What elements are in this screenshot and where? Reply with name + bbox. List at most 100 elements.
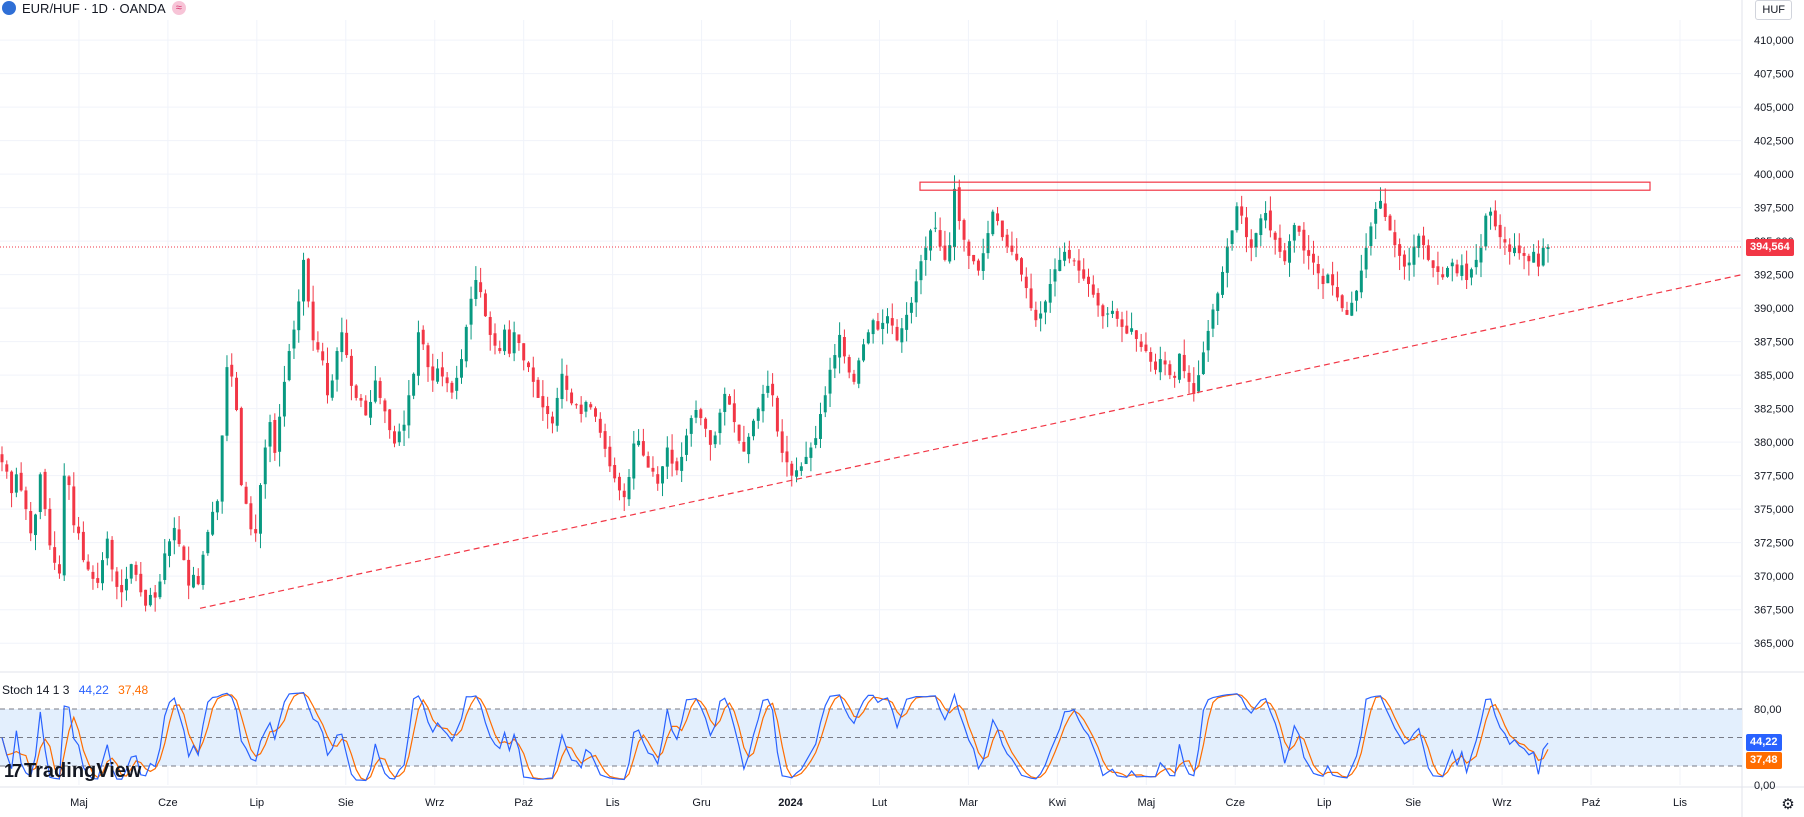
candle-body	[239, 407, 243, 486]
candle-body	[627, 477, 631, 500]
time-tick-label: Paź	[1582, 797, 1601, 809]
candle-body	[1546, 246, 1550, 250]
candle-body	[373, 380, 377, 402]
candle-body	[1154, 361, 1158, 370]
tradingview-logo[interactable]: 17 TradingView	[4, 760, 141, 783]
candle-body	[105, 538, 109, 559]
resistance-zone	[919, 181, 1651, 191]
candle-body	[732, 403, 736, 423]
candle-body	[1235, 206, 1239, 231]
candle-body	[565, 375, 569, 390]
time-tick-label: Cze	[1225, 797, 1245, 809]
candle-body	[761, 393, 765, 412]
candle-body	[809, 447, 813, 458]
overlays-layer	[0, 181, 1743, 609]
candle-body	[967, 241, 971, 256]
price-tick-label: 382,500	[1754, 404, 1794, 416]
tv-logo-icon: 17	[4, 761, 22, 781]
candle-body	[852, 373, 856, 382]
candle-body	[699, 409, 703, 419]
candle-body	[292, 329, 296, 349]
tv-logo-text: TradingView	[24, 760, 142, 782]
currency-button[interactable]: HUF	[1755, 0, 1792, 20]
candle-body	[144, 589, 148, 606]
candle-body	[498, 348, 502, 352]
candle-body	[694, 410, 698, 418]
candle-body	[311, 301, 315, 341]
candle-body	[1288, 241, 1292, 263]
candle-body	[1460, 265, 1464, 276]
candle-body	[1484, 215, 1488, 247]
candle-body	[981, 253, 985, 271]
candle-body	[1254, 233, 1258, 248]
price-tick-label: 365,000	[1754, 638, 1794, 650]
candle-body	[1302, 229, 1306, 251]
candle-body	[1455, 264, 1459, 274]
candle-body	[1374, 208, 1378, 224]
candle-body	[646, 456, 650, 468]
candle-body	[330, 380, 334, 398]
candle-body	[756, 408, 760, 421]
price-tick-label: 387,500	[1754, 337, 1794, 349]
candle-body	[1383, 203, 1387, 218]
candle-body	[168, 541, 172, 556]
price-tick-label: 407,500	[1754, 69, 1794, 81]
candle-body	[1130, 328, 1134, 332]
candle-body	[1201, 352, 1205, 375]
candle-body	[536, 379, 540, 398]
candle-body	[0, 454, 4, 463]
candle-body	[804, 456, 808, 465]
candle-body	[191, 574, 195, 588]
candle-body	[1426, 245, 1430, 260]
wave-icon[interactable]: ≈	[171, 1, 186, 15]
last-price-tag: 394,564	[1746, 238, 1794, 256]
candle-body	[1244, 217, 1248, 238]
candle-body	[775, 397, 779, 432]
candle-body	[483, 293, 487, 317]
symbol-title[interactable]: EUR/HUF · 1D · OANDA	[22, 0, 166, 16]
candle-body	[1307, 250, 1311, 256]
candle-body	[177, 529, 181, 545]
candle-body	[713, 435, 717, 445]
candle-body	[455, 377, 459, 391]
candle-body	[890, 318, 894, 326]
candle-body	[1197, 375, 1201, 392]
stoch-legend[interactable]: Stoch 14 1 3 44,22 37,48	[2, 683, 148, 697]
candle-body	[1292, 225, 1296, 241]
candle-body	[871, 320, 875, 335]
candle-body	[1268, 210, 1272, 231]
candle-body	[766, 385, 770, 393]
stoch-d-tag: 37,48	[1746, 751, 1782, 769]
candle-body	[1378, 200, 1382, 209]
candle-body	[369, 401, 373, 418]
candle-body	[1029, 288, 1033, 309]
candle-body	[139, 573, 143, 593]
price-tick-label: 377,500	[1754, 471, 1794, 483]
candle-body	[134, 564, 138, 575]
candle-body	[72, 486, 76, 526]
candle-body	[206, 531, 210, 554]
candle-body	[172, 527, 176, 541]
candle-body	[110, 539, 114, 570]
gear-icon[interactable]: ⚙	[1781, 796, 1795, 813]
symbol-title-bar[interactable]: EUR/HUF · 1D · OANDA ≈	[0, 0, 186, 16]
candle-body	[1345, 310, 1349, 315]
candle-body	[795, 470, 799, 477]
candle-body	[1350, 302, 1354, 316]
candle-body	[1173, 375, 1177, 378]
candle-body	[153, 592, 157, 598]
candle-body	[19, 472, 23, 491]
candle-body	[488, 316, 492, 335]
candle-body	[594, 408, 597, 417]
candle-body	[1106, 313, 1110, 315]
candle-body	[661, 466, 665, 484]
price-tick-label: 392,500	[1754, 270, 1794, 282]
candle-body	[67, 476, 71, 486]
candle-body	[120, 584, 124, 593]
candle-body	[785, 451, 789, 463]
time-tick-label: Lis	[606, 797, 621, 809]
stoch-layer	[0, 691, 1742, 782]
candle-body	[1335, 287, 1339, 298]
candle-body	[1024, 276, 1028, 289]
